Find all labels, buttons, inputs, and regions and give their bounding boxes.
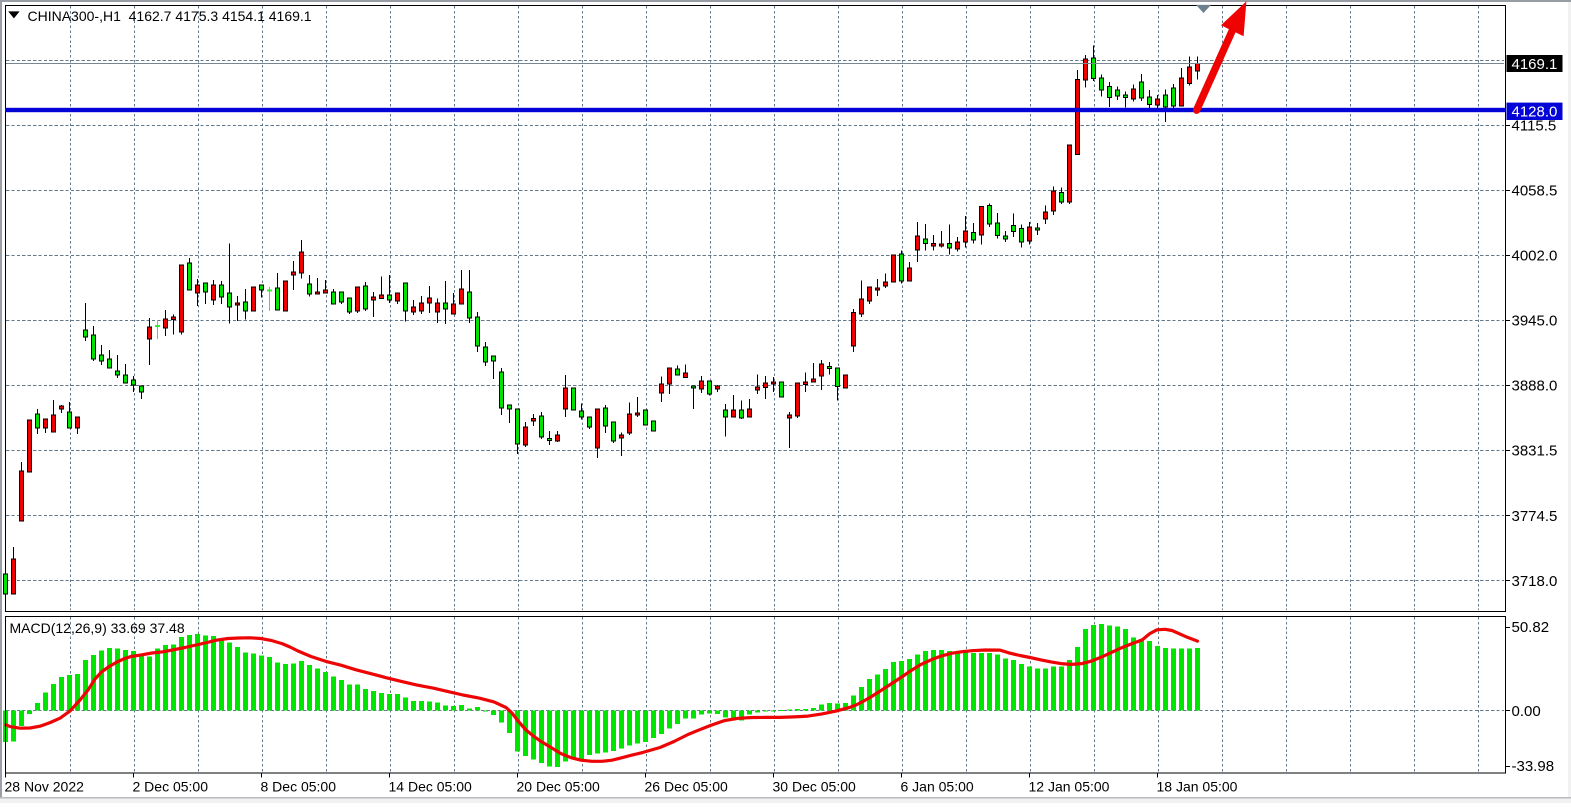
svg-text:8 Dec 05:00: 8 Dec 05:00 [261,779,337,795]
svg-text:12 Jan 05:00: 12 Jan 05:00 [1029,779,1110,795]
svg-text:4128.0: 4128.0 [1512,104,1558,121]
svg-text:4058.5: 4058.5 [1512,182,1558,199]
svg-text:-33.98: -33.98 [1512,758,1555,775]
svg-text:3718.0: 3718.0 [1512,573,1558,590]
svg-text:18 Jan 05:00: 18 Jan 05:00 [1157,779,1238,795]
svg-text:CHINA300-,H1 4162.7 4175.3 41: CHINA300-,H1 4162.7 4175.3 4154.1 4169.1 [28,8,312,24]
svg-text:4002.0: 4002.0 [1512,248,1558,265]
svg-text:50.82: 50.82 [1512,619,1550,636]
svg-text:2 Dec 05:00: 2 Dec 05:00 [133,779,209,795]
svg-text:4169.1: 4169.1 [1512,56,1558,73]
svg-text:3774.5: 3774.5 [1512,508,1558,525]
svg-text:3888.0: 3888.0 [1512,378,1558,395]
svg-text:3831.5: 3831.5 [1512,443,1558,460]
svg-text:20 Dec 05:00: 20 Dec 05:00 [517,779,600,795]
svg-text:6 Jan 05:00: 6 Jan 05:00 [901,779,974,795]
svg-text:28 Nov 2022: 28 Nov 2022 [5,779,85,795]
svg-text:14 Dec 05:00: 14 Dec 05:00 [389,779,472,795]
svg-text:4115.5: 4115.5 [1512,117,1557,134]
svg-text:0.00: 0.00 [1512,703,1541,720]
svg-text:30 Dec 05:00: 30 Dec 05:00 [773,779,856,795]
svg-text:MACD(12,26,9) 33.69 37.48: MACD(12,26,9) 33.69 37.48 [10,620,185,636]
svg-text:26 Dec 05:00: 26 Dec 05:00 [645,779,728,795]
svg-text:3945.0: 3945.0 [1512,313,1558,330]
